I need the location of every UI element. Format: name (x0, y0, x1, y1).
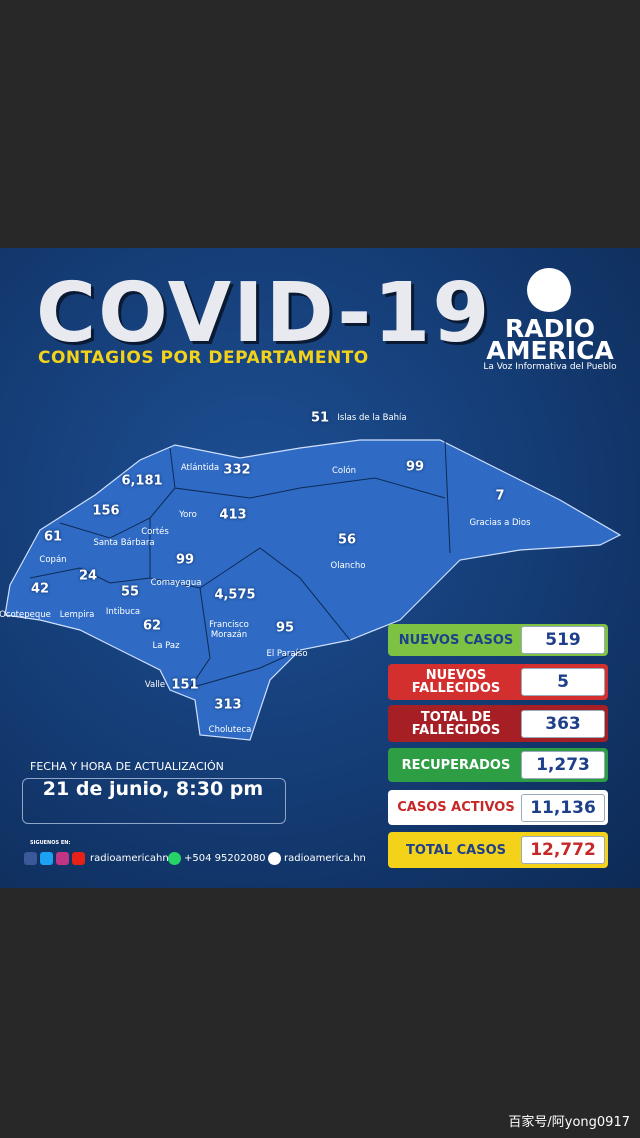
department-cases: 51 (310, 410, 330, 426)
summary-label: NUEVOS FALLECIDOS (411, 668, 501, 696)
department-name: Atlántida (180, 463, 220, 473)
department-name: Cortés (141, 527, 169, 537)
update-label: FECHA Y HORA DE ACTUALIZACIÓN (30, 760, 224, 773)
tagline: La Voz Informativa del Pueblo (483, 362, 617, 372)
department-cases: 95 (275, 620, 295, 636)
department-cases: 313 (214, 697, 242, 713)
department-cases: 332 (223, 462, 251, 478)
department-cases: 61 (43, 529, 63, 545)
summary-value: 363 (521, 709, 605, 738)
summary-label: TOTAL DE FALLECIDOS (411, 709, 501, 738)
department-cases: 62 (142, 618, 162, 634)
department-name: Intibuca (105, 607, 141, 617)
update-datetime: 21 de junio, 8:30 pm (42, 778, 264, 800)
department-name: Olancho (330, 561, 366, 571)
department-name: Comayagua (150, 578, 202, 588)
summary-row: TOTAL DE FALLECIDOS 363 (388, 705, 608, 742)
department-cases: 55 (120, 584, 140, 600)
border (59, 487, 176, 539)
whatsapp-icon (168, 852, 181, 865)
summary-value: 11,136 (521, 793, 605, 822)
follow-label: SIGUENOS EN: (30, 840, 71, 846)
border (169, 447, 446, 499)
department-name: Ocotepeque (0, 610, 51, 620)
border (444, 439, 451, 554)
department-name: Islas de la Bahía (337, 413, 407, 423)
brand: RADIO (505, 314, 595, 343)
department-cases: 24 (78, 568, 98, 584)
watermark: 百家号/阿yong0917 (508, 1115, 630, 1130)
border (188, 587, 301, 689)
summary-value: 12,772 (521, 836, 605, 864)
brand: AMERICA (486, 336, 614, 365)
department-name: La Paz (152, 641, 180, 651)
department-name: Copán (39, 555, 67, 565)
department-cases: 413 (219, 507, 247, 523)
summary-label: TOTAL CASOS (405, 842, 507, 858)
subtitle: CONTAGIOS POR DEPARTAMENTO (38, 348, 369, 368)
border (149, 518, 351, 641)
summary-label: NUEVOS CASOS (398, 632, 514, 648)
department-name: Choluteca (208, 725, 252, 735)
border (29, 567, 151, 584)
summary-row: NUEVOS CASOS 519 (388, 624, 608, 656)
social-handle: radioamericahn (90, 853, 169, 864)
department-cases: 99 (405, 459, 425, 475)
department-name: Colón (331, 466, 357, 476)
department-name: Gracias a Dios (469, 518, 531, 528)
department-name: El Paraíso (266, 649, 308, 659)
department-cases: 4,575 (214, 587, 256, 603)
department-cases: 56 (337, 532, 357, 548)
department-name: Francisco Morazán (209, 620, 249, 640)
department-cases: 151 (171, 677, 199, 693)
summary-label: CASOS ACTIVOS (397, 800, 515, 815)
honduras-map (4, 439, 622, 741)
department-name: Valle (144, 680, 166, 690)
summary-row: RECUPERADOS 1,273 (388, 748, 608, 782)
update-box (22, 778, 286, 824)
summary-label: RECUPERADOS (401, 757, 511, 773)
logo (527, 268, 571, 312)
title: COVID-19 (36, 266, 492, 361)
department-name: Santa Bárbara (93, 538, 155, 548)
summary-row: CASOS ACTIVOS 11,136 (388, 790, 608, 825)
facebook-icon (24, 852, 37, 865)
department-name: Yoro (179, 510, 197, 520)
site-icon (268, 852, 281, 865)
twitter-icon (40, 852, 53, 865)
summary-row: TOTAL CASOS 12,772 (388, 832, 608, 868)
department-cases: 7 (495, 488, 505, 504)
summary-value: 519 (521, 626, 605, 654)
department-cases: 42 (30, 581, 50, 597)
summary-value: 1,273 (521, 751, 605, 779)
summary-value: 5 (521, 668, 605, 696)
summary-row: NUEVOS FALLECIDOS 5 (388, 664, 608, 700)
department-cases: 6,181 (121, 473, 163, 489)
phone: +504 95202080 (184, 853, 266, 864)
department-cases: 99 (175, 552, 195, 568)
youtube-icon (72, 852, 85, 865)
infographic: COVID-19 CONTAGIOS POR DEPARTAMENTO RADI… (0, 248, 640, 888)
department-cases: 156 (92, 503, 120, 519)
instagram-icon (56, 852, 69, 865)
website: radioamerica.hn (284, 853, 366, 864)
map (4, 439, 622, 741)
department-name: Lempira (59, 610, 95, 620)
